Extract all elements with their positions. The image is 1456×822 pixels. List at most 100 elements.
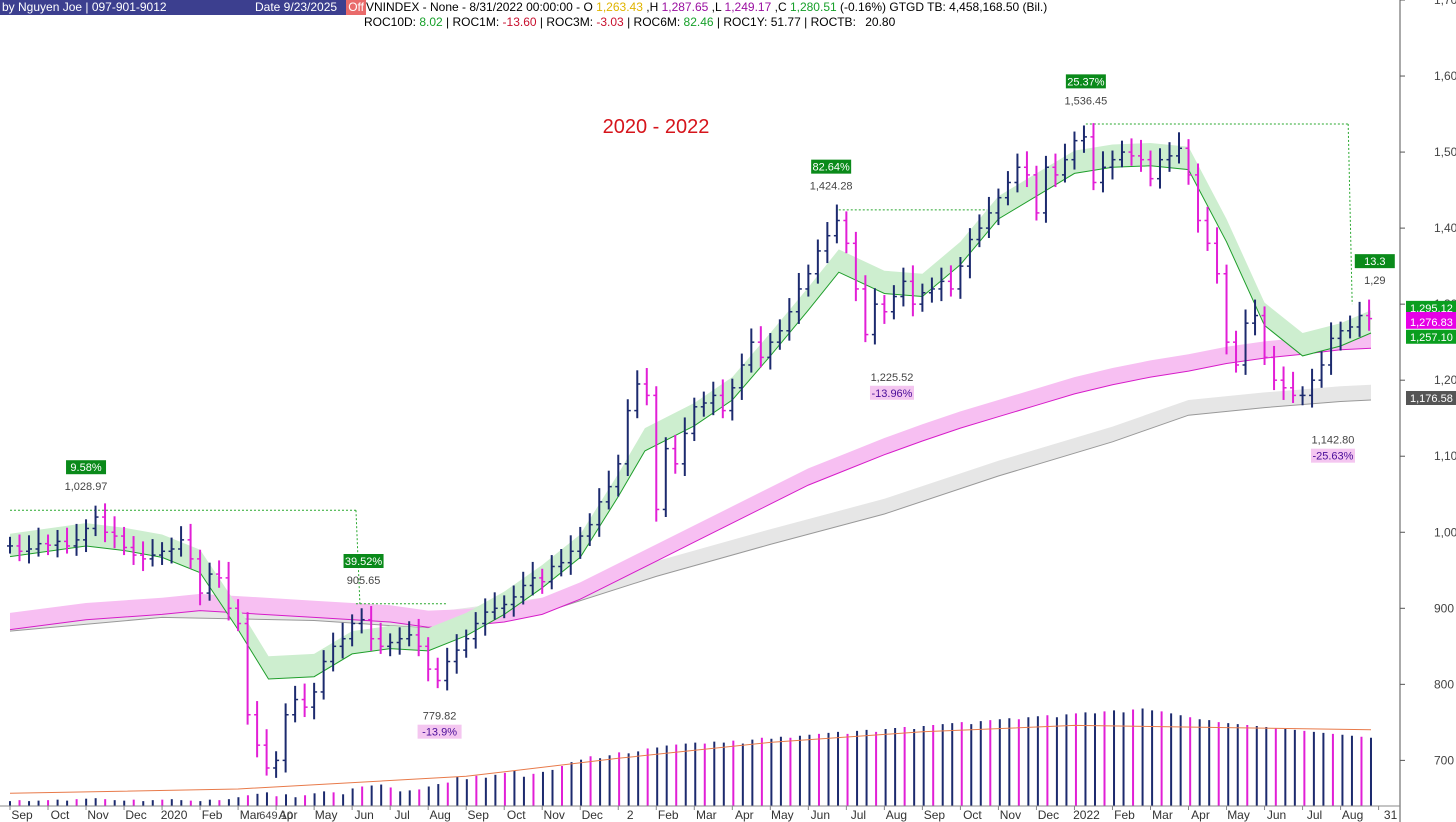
x-tick-label: May <box>771 808 794 822</box>
price-tag-box <box>1406 329 1456 344</box>
x-tick-label: Aug <box>430 808 451 822</box>
trough-pct-box <box>417 724 462 739</box>
x-tick-label: Apr <box>735 808 754 822</box>
change-value: (-0.16%) <box>840 0 887 14</box>
peak-pct-box <box>1354 254 1395 269</box>
x-tick-label: Jul <box>394 808 409 822</box>
annotations: 1,028.97 9.58% 905.65 39.52% 1,424.28 82.64% 1… <box>65 74 1395 822</box>
volume-ma-line <box>9 724 1372 794</box>
roc-value: 20.80 <box>865 15 896 29</box>
price-tag-label: 1,176.58 <box>1410 393 1453 405</box>
peak-pct-label: 39.52% <box>345 556 383 568</box>
x-tick-label: May <box>1227 808 1250 822</box>
long-ma-line <box>9 399 1372 632</box>
x-tick-label: Aug <box>886 808 907 822</box>
x-tick-label: Apr <box>1191 808 1210 822</box>
peak-pct-label: 25.37% <box>1067 76 1105 88</box>
close-value: 1,280.51 <box>789 0 837 14</box>
roc-separator: | <box>623 15 634 29</box>
roc-label: ROC6M: <box>633 15 684 29</box>
trough-value-label: 1,142.80 <box>1312 435 1355 447</box>
x-tick-label: Dec <box>1038 808 1059 822</box>
peak-pct-box <box>343 554 384 569</box>
x-tick-label: Jul <box>1307 808 1322 822</box>
trough-pct-label: -13.9% <box>422 727 457 739</box>
chart-title: 2020 - 2022 <box>603 116 710 138</box>
x-tick-label: May <box>315 808 338 822</box>
roc-label: ROC1Y: <box>723 15 771 29</box>
roc-value: 51.77 <box>770 15 801 29</box>
roc-label: ROC3M: <box>546 15 597 29</box>
peak-value-label: 1,424.28 <box>810 181 853 193</box>
roc-value: -13.60 <box>502 15 537 29</box>
high-label: ,H <box>646 0 659 14</box>
low-label: ,L <box>711 0 722 14</box>
peak-pct-label: 9.58% <box>70 462 101 474</box>
roc-separator: | <box>442 15 453 29</box>
price-bars <box>7 123 1373 778</box>
x-tick-label: Mar <box>240 808 261 822</box>
roc-bar: ROC10D: 8.02 | ROC1M: -13.60 | ROC3M: -3… <box>364 15 895 29</box>
x-tick-label: Dec <box>125 808 146 822</box>
y-tick-label: 800 <box>1434 677 1454 691</box>
y-tick-label: 1,000 <box>1434 525 1456 539</box>
x-tick-label: Nov <box>544 808 565 822</box>
roc-separator: | <box>800 15 811 29</box>
x-tick-label: Sep <box>11 808 33 822</box>
peak-value-label: 905.65 <box>347 575 381 587</box>
y-tick-label: 1,400 <box>1434 221 1456 235</box>
slow-ma-line <box>9 347 1372 631</box>
gtgd-label: GTGD TB: 4,458,168.50 (Bil.) <box>889 0 1048 14</box>
off-toggle[interactable]: Off <box>346 0 366 15</box>
trough-pct-box <box>869 385 914 400</box>
high-value: 1,287.65 <box>661 0 709 14</box>
peak-value-label: 1,028.97 <box>65 481 108 493</box>
peak-value-label: 1,29 <box>1364 275 1385 287</box>
x-tick-label: 2 <box>627 808 634 822</box>
x-tick-label: Sep <box>468 808 490 822</box>
roc-label: ROCTB: <box>810 15 860 29</box>
close-label: ,C <box>774 0 787 14</box>
trough-pct-label: -13.96% <box>871 388 912 400</box>
x-tick-label: Feb <box>202 808 223 822</box>
x-tick-label: Sep <box>924 808 946 822</box>
roc-separator: | <box>536 15 547 29</box>
x-tick-label: Feb <box>658 808 679 822</box>
x-tick-label: Aug <box>1342 808 1363 822</box>
x-tick-label: Nov <box>87 808 108 822</box>
y-tick-label: 900 <box>1434 601 1454 615</box>
y-tick-label: 1,700 <box>1434 0 1456 7</box>
trough-pct-label: -25.63% <box>1312 451 1353 463</box>
author-label: by Nguyen Joe | 097-901-9012 <box>2 0 167 14</box>
x-tick-label: Oct <box>963 808 982 822</box>
moving-average-bands <box>9 143 1372 680</box>
x-tick-label: 2020 <box>161 808 188 822</box>
price-tag-label: 1,257.10 <box>1410 332 1453 344</box>
x-tick-label: Jun <box>811 808 830 822</box>
roc-separator: | <box>713 15 724 29</box>
trough-value-label: 1,225.52 <box>871 372 914 384</box>
x-tick-label: 2022 <box>1073 808 1100 822</box>
resistance-drop <box>1347 123 1353 305</box>
open-value: 1,263.43 <box>596 0 643 14</box>
x-axis: Sep Oct Nov Dec 2020 Feb Mar Apr May Jun Jul Aug Sep… <box>0 805 1400 822</box>
x-tick-label: Oct <box>51 808 70 822</box>
peak-pct-box <box>811 159 852 174</box>
x-tick-label: Feb <box>1114 808 1135 822</box>
price-tag-box <box>1406 390 1456 405</box>
open-label: - O <box>576 0 593 14</box>
x-tick-label: Mar <box>696 808 717 822</box>
x-tick-label: Oct <box>507 808 526 822</box>
datetime-label: 8/31/2022 00:00:00 <box>469 0 573 14</box>
x-tick-label: Jul <box>851 808 866 822</box>
x-tick-label: Dec <box>582 808 603 822</box>
peak-pct-label: 13.3 <box>1364 256 1385 268</box>
fast-ma-band <box>10 143 1371 679</box>
low-value: 1,249.17 <box>724 0 772 14</box>
price-tag-box <box>1406 300 1456 315</box>
price-tag-label: 1,276.83 <box>1410 317 1453 329</box>
date-label: Date 9/23/2025 <box>255 0 338 14</box>
x-tick-label: 31 <box>1384 808 1398 822</box>
x-tick-label: Mar <box>1152 808 1173 822</box>
